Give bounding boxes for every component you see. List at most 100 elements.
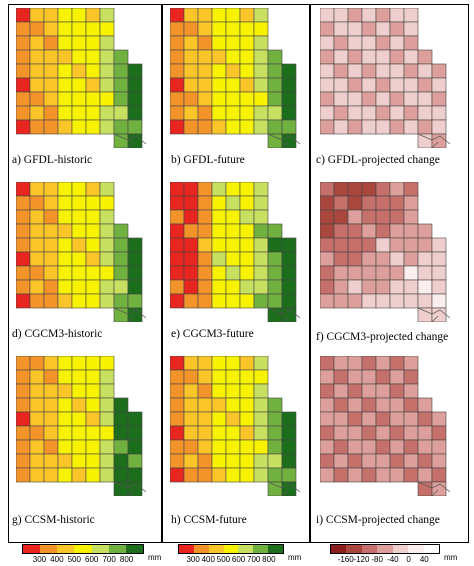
county-cell bbox=[403, 397, 419, 413]
county-cell bbox=[417, 119, 433, 135]
county-cell bbox=[71, 8, 87, 23]
county-cell bbox=[16, 467, 31, 483]
legend-swatch bbox=[392, 545, 409, 553]
map-e bbox=[170, 182, 300, 322]
county-cell bbox=[375, 467, 391, 483]
county-cell bbox=[43, 21, 59, 37]
county-cell bbox=[239, 223, 255, 239]
county-cell bbox=[375, 209, 391, 225]
county-cell bbox=[389, 293, 405, 309]
county-cell bbox=[239, 439, 255, 455]
county-cell bbox=[417, 293, 433, 309]
county-cell bbox=[183, 369, 199, 385]
county-cell bbox=[431, 293, 447, 309]
county-cell bbox=[417, 307, 433, 322]
county-cell bbox=[29, 91, 45, 107]
county-cell bbox=[127, 63, 143, 79]
county-cell bbox=[127, 77, 143, 93]
county-cell bbox=[225, 425, 241, 441]
county-cell bbox=[225, 8, 241, 23]
county-cell bbox=[253, 383, 269, 399]
county-cell bbox=[403, 439, 419, 455]
county-cell bbox=[170, 265, 185, 281]
county-cell bbox=[253, 223, 269, 239]
legend-tick-label: -80 bbox=[371, 555, 383, 564]
county-cell bbox=[85, 119, 101, 135]
county-cell bbox=[239, 237, 255, 253]
county-cell bbox=[320, 383, 335, 399]
county-cell bbox=[29, 251, 45, 267]
county-cell bbox=[197, 223, 213, 239]
legend-tick-label: 500 bbox=[67, 555, 81, 564]
legend-swatch bbox=[408, 545, 424, 553]
county-cell bbox=[57, 35, 73, 51]
county-cell bbox=[347, 237, 363, 253]
county-cell bbox=[170, 369, 185, 385]
county-cell bbox=[85, 383, 101, 399]
county-cell bbox=[99, 49, 115, 65]
county-cell bbox=[170, 251, 185, 267]
county-cell bbox=[16, 397, 31, 413]
county-cell bbox=[239, 8, 255, 23]
county-cell bbox=[333, 91, 349, 107]
county-cell bbox=[99, 119, 115, 135]
county-cell bbox=[197, 35, 213, 51]
precip-legend-bar bbox=[22, 544, 144, 554]
county-cell bbox=[320, 119, 335, 135]
county-cell bbox=[403, 77, 419, 93]
change-legend-bar bbox=[330, 544, 440, 554]
county-cell bbox=[225, 397, 241, 413]
county-cell bbox=[16, 383, 31, 399]
legend-tick-label: -40 bbox=[387, 555, 399, 564]
county-cell bbox=[113, 467, 129, 483]
county-cell bbox=[347, 77, 363, 93]
county-cell bbox=[375, 383, 391, 399]
county-cell bbox=[267, 481, 283, 496]
legend-tick-label: 300 bbox=[186, 555, 200, 564]
county-cell bbox=[170, 63, 185, 79]
county-cell bbox=[211, 63, 227, 79]
county-cell bbox=[225, 77, 241, 93]
county-cell bbox=[57, 251, 73, 267]
county-cell bbox=[417, 425, 433, 441]
county-cell bbox=[333, 223, 349, 239]
legend-swatch bbox=[268, 545, 284, 553]
county-cell bbox=[29, 467, 45, 483]
county-cell bbox=[320, 369, 335, 385]
county-cell bbox=[361, 49, 377, 65]
county-cell bbox=[281, 411, 297, 427]
change-legend: -160 -120 -80 -40 0 40 mm bbox=[330, 544, 457, 566]
neighbor-border bbox=[113, 481, 146, 496]
county-cell bbox=[183, 8, 199, 23]
county-cell bbox=[183, 279, 199, 295]
county-cell bbox=[57, 91, 73, 107]
county-cell bbox=[211, 397, 227, 413]
county-cell bbox=[85, 293, 101, 309]
legend-swatch bbox=[125, 545, 143, 553]
county-cell bbox=[170, 383, 185, 399]
column-frame-1 bbox=[8, 4, 162, 543]
county-cell bbox=[99, 397, 115, 413]
map-panel-e bbox=[170, 182, 300, 322]
county-cell bbox=[71, 293, 87, 309]
county-cell bbox=[347, 383, 363, 399]
county-cell bbox=[170, 77, 185, 93]
county-cell bbox=[253, 35, 269, 51]
county-cell bbox=[375, 119, 391, 135]
county-cell bbox=[361, 8, 377, 23]
county-cell bbox=[57, 411, 73, 427]
county-cell bbox=[183, 425, 199, 441]
county-cell bbox=[43, 383, 59, 399]
county-cell bbox=[113, 481, 129, 496]
county-cell bbox=[71, 265, 87, 281]
neighbor-border bbox=[113, 133, 146, 148]
county-cell bbox=[347, 21, 363, 37]
county-cell bbox=[197, 439, 213, 455]
county-cell bbox=[197, 195, 213, 211]
county-cell bbox=[320, 105, 335, 121]
county-cell bbox=[253, 63, 269, 79]
county-cell bbox=[267, 251, 283, 267]
county-cell bbox=[267, 49, 283, 65]
county-cell bbox=[253, 439, 269, 455]
county-cell bbox=[361, 77, 377, 93]
